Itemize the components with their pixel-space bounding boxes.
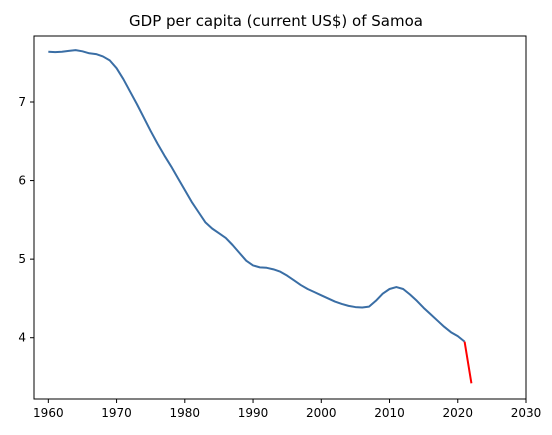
x-tick-label: 1960 — [33, 406, 64, 420]
plot-lines — [48, 49, 473, 384]
y-tick-label: 6 — [18, 174, 26, 188]
x-tick-label: 1970 — [101, 406, 132, 420]
x-tick-label: 1990 — [238, 406, 269, 420]
x-tick-label: 1980 — [170, 406, 201, 420]
x-tick-label: 2000 — [306, 406, 337, 420]
x-tick-label: 2030 — [511, 406, 542, 420]
x-tick-label: 2020 — [442, 406, 473, 420]
y-tick-label: 4 — [18, 331, 26, 345]
x-axis-ticks: 1960 1970 1980 1990 2000 2010 2020 2030 — [33, 399, 541, 420]
series-line-1 — [48, 49, 466, 343]
plot-area-frame — [33, 35, 527, 400]
chart-title: GDP per capita (current US$) of Samoa — [129, 12, 423, 30]
y-tick-label: 5 — [18, 252, 26, 266]
series-line-2 — [463, 341, 473, 384]
y-tick-label: 7 — [18, 95, 26, 109]
x-tick-label: 2010 — [374, 406, 405, 420]
y-axis-ticks: 4 5 6 7 — [18, 95, 34, 345]
